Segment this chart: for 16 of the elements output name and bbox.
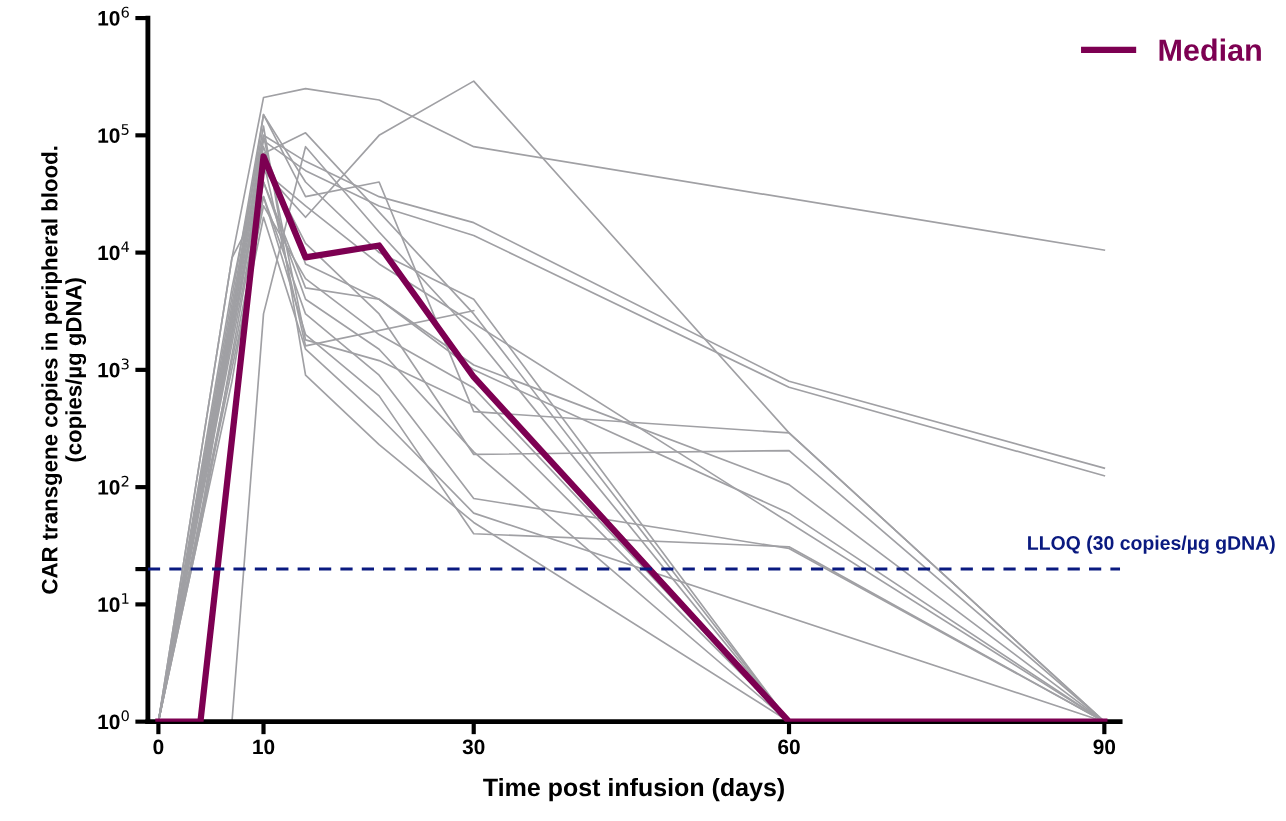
y-axis-title: CAR transgene copies in peripheral blood. (copies/µg gDNA) bbox=[41, 146, 87, 594]
y-tick-label: 10$^{3}$ bbox=[98, 358, 129, 378]
y-tick-label: 10$^{6}$ bbox=[98, 6, 129, 26]
ref-line-label: LLOQ (30 copies/µg gDNA) bbox=[1028, 535, 1275, 554]
y-tick-label: 10$^{2}$ bbox=[98, 475, 129, 495]
legend-label: Median bbox=[1159, 38, 1261, 61]
y-tick-label: 10$^{4}$ bbox=[98, 241, 130, 261]
x-axis-title: Time post infusion (days) bbox=[483, 777, 784, 802]
x-tick-label: 0 bbox=[153, 739, 164, 755]
y-tick-label: 10$^{1}$ bbox=[98, 593, 129, 612]
y-tick-label: 10$^{5}$ bbox=[98, 124, 129, 143]
x-tick-label: 10 bbox=[253, 739, 275, 755]
y-tick-label: 10$^{0}$ bbox=[98, 710, 129, 730]
x-tick-label: 30 bbox=[462, 739, 485, 755]
x-tick-label: 60 bbox=[778, 739, 800, 755]
x-tick-label: 90 bbox=[1093, 739, 1116, 755]
